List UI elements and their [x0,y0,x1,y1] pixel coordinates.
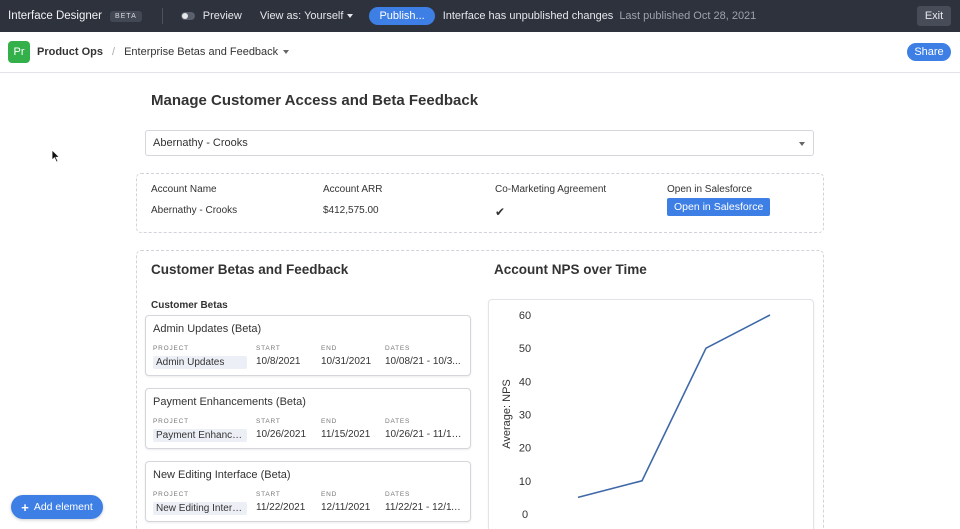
betas-list-label: Customer Betas [151,300,228,311]
divider [161,8,163,24]
add-element-label: Add element [33,501,93,513]
dates-value: 11/22/21 - 12/11/... [385,502,465,513]
share-button[interactable]: Share [907,43,951,61]
y-tick-label: 20 [519,443,531,455]
card-title: Admin Updates (Beta) [153,323,262,335]
y-axis-label: Average: NPS [501,379,513,449]
start-label: START [256,491,281,498]
breadcrumb-separator: / [112,46,116,58]
dates-value: 10/08/21 - 10/3... [385,356,461,367]
account-name-value: Abernathy - Crooks [151,205,238,216]
y-tick-label: 50 [519,343,531,355]
preview-toggle[interactable] [180,12,195,20]
end-value: 11/15/2021 [321,429,371,440]
end-label: END [321,418,338,425]
nps-title: Account NPS over Time [494,262,647,277]
beta-card[interactable]: Payment Enhancements (Beta) PROJECT STAR… [145,388,471,449]
betas-title: Customer Betas and Feedback [151,262,349,277]
nps-series-line [577,314,771,499]
end-value: 10/31/2021 [321,356,372,367]
account-arr-label: Account ARR [323,184,383,195]
app-icon[interactable]: Pr [8,41,30,63]
beta-card[interactable]: New Editing Interface (Beta) PROJECT STA… [145,461,471,522]
unpublished-status: Interface has unpublished changes [442,10,614,22]
breadcrumb-page: Enterprise Betas and Feedback [124,46,279,58]
betas-section [136,250,824,529]
app-title: Interface Designer [8,10,102,22]
end-label: END [321,345,338,352]
account-details: Account Name Abernathy - Crooks Account … [136,173,824,233]
project-value: Admin Updates [153,356,247,369]
top-bar: Interface Designer BETA Preview View as:… [0,0,960,32]
account-select[interactable]: Abernathy - Crooks [145,130,814,156]
chevron-down-icon [283,50,290,54]
chevron-down-icon [799,142,805,146]
y-tick-label: 40 [519,376,531,388]
start-value: 11/22/2021 [256,502,306,513]
comarketing-field: Co-Marketing Agreement ✔ [495,184,606,219]
project-value: Payment Enhanceme [153,429,247,442]
dates-label: DATES [385,345,411,352]
breadcrumb-app[interactable]: Product Ops [37,46,104,58]
salesforce-label: Open in Salesforce [667,184,753,195]
view-as-label: View as: Yourself [259,10,344,22]
project-label: PROJECT [153,345,189,352]
project-value: New Editing Interface [153,502,247,515]
preview-label[interactable]: Preview [202,10,242,22]
start-label: START [256,418,281,425]
publish-button[interactable]: Publish... [369,7,435,25]
account-name-label: Account Name [151,184,217,195]
card-title: New Editing Interface (Beta) [153,469,291,481]
beta-card[interactable]: Admin Updates (Beta) PROJECT START END D… [145,315,471,376]
dates-label: DATES [385,418,411,425]
account-arr-field: Account ARR $412,575.00 [323,184,382,216]
beta-badge: BETA [109,10,142,22]
page-dropdown[interactable]: Enterprise Betas and Feedback [124,46,290,58]
account-name-field: Account Name Abernathy - Crooks [151,184,237,216]
open-salesforce-button[interactable]: Open in Salesforce [667,198,771,216]
y-tick-label: 60 [519,310,531,322]
salesforce-field: Open in Salesforce Open in Salesforce [667,184,771,216]
project-label: PROJECT [153,491,189,498]
comarketing-label: Co-Marketing Agreement [495,184,607,195]
breadcrumb: Pr Product Ops / Enterprise Betas and Fe… [0,32,960,73]
account-arr-value: $412,575.00 [323,205,379,216]
last-published: Last published Oct 28, 2021 [619,10,757,22]
account-select-value: Abernathy - Crooks [153,137,248,149]
y-tick-label: 10 [519,476,531,488]
y-tick-label: 30 [519,410,531,422]
check-icon: ✔ [495,205,506,219]
plus-icon: + [21,499,29,515]
dates-label: DATES [385,491,411,498]
start-value: 10/26/2021 [256,429,307,440]
exit-button[interactable]: Exit [917,6,951,26]
start-value: 10/8/2021 [256,356,301,367]
page-title: Manage Customer Access and Beta Feedback [151,92,479,109]
dates-value: 10/26/21 - 11/15... [385,429,465,440]
start-label: START [256,345,281,352]
nps-chart-panel [488,299,814,529]
cursor-icon [51,149,61,163]
end-value: 12/11/2021 [321,502,371,513]
add-element-button[interactable]: + Add element [11,495,103,519]
project-label: PROJECT [153,418,189,425]
end-label: END [321,491,338,498]
chevron-down-icon [347,14,354,18]
view-as-dropdown[interactable]: View as: Yourself [260,10,354,22]
y-tick-label: 0 [522,509,528,521]
card-title: Payment Enhancements (Beta) [153,396,306,408]
nps-chart: 0 10 20 30 40 50 60 Average: NPS [501,310,771,521]
